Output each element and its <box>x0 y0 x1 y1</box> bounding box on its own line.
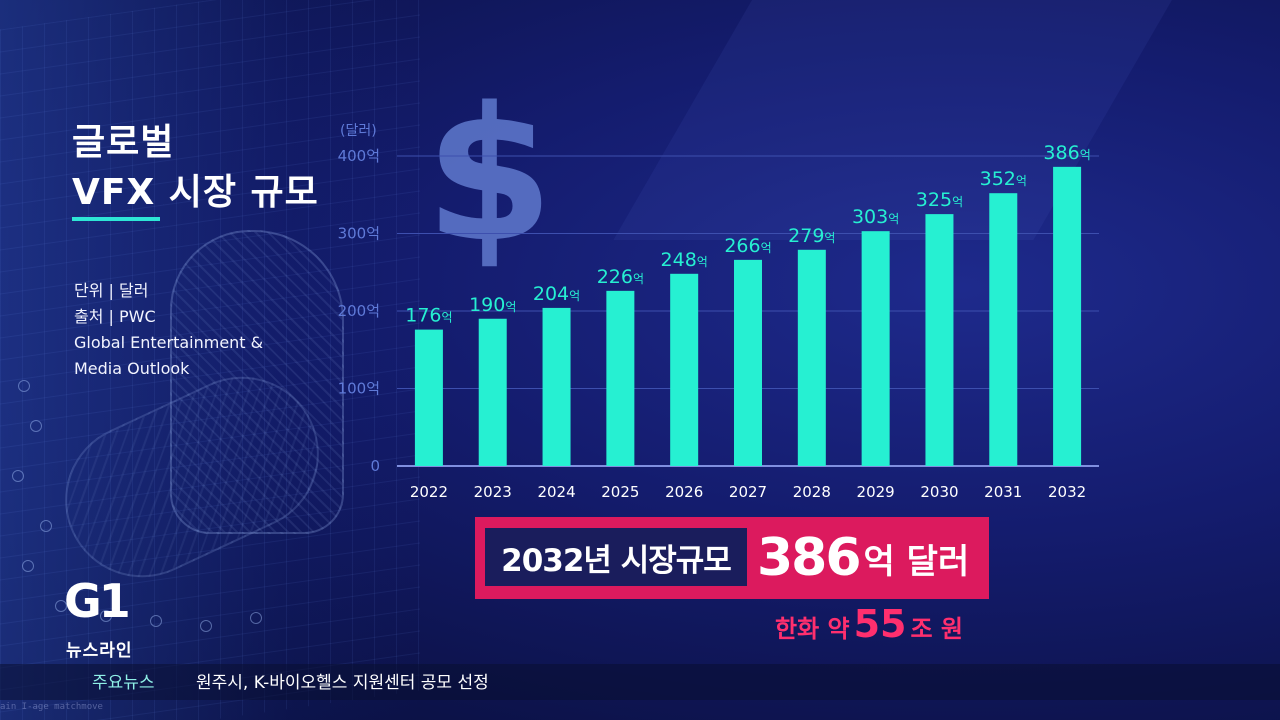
bar-2026 <box>670 273 699 466</box>
bar-2029 <box>861 231 890 466</box>
data-label-2025: 226억 <box>597 266 644 288</box>
x-tick-label: 2022 <box>410 483 448 501</box>
y-tick-label: 300억 <box>338 225 380 243</box>
y-tick-label: 0 <box>370 457 380 475</box>
bar-2022 <box>414 329 443 466</box>
x-tick-label: 2030 <box>920 483 958 501</box>
x-tick-label: 2026 <box>665 483 703 501</box>
data-label-2026: 248억 <box>661 249 708 271</box>
x-tick-label: 2029 <box>857 483 895 501</box>
y-axis-label: (달러) <box>340 123 377 139</box>
x-tick-label: 2023 <box>474 483 512 501</box>
dollar-icon: $ <box>425 67 554 283</box>
bar-2023 <box>478 318 507 466</box>
bar-2030 <box>925 214 954 466</box>
ticker-headline: 원주시, K-바이오헬스 지원센터 공모 선정 <box>196 673 489 693</box>
data-label-2029: 303억 <box>852 206 899 228</box>
data-label-2028: 279억 <box>788 225 835 247</box>
banner-value: 386 억 달러 <box>757 522 985 594</box>
y-tick-label: 200억 <box>338 302 380 320</box>
banner-label: 2032년 시장규모 <box>485 528 747 586</box>
source-label: 출처 | PWC <box>74 307 156 326</box>
data-label-2024: 204억 <box>533 283 580 305</box>
krw-value: 55 <box>853 602 907 646</box>
background-image <box>0 0 420 720</box>
news-ticker <box>0 664 1280 700</box>
channel-logo: G1 <box>64 574 131 628</box>
y-tick-label: 400억 <box>338 147 380 165</box>
program-name: 뉴스라인 <box>66 641 133 661</box>
data-label-2022: 176억 <box>405 305 452 327</box>
bar-2027 <box>734 259 762 466</box>
x-tick-label: 2025 <box>601 483 639 501</box>
x-tick-label: 2031 <box>984 483 1022 501</box>
title-underline <box>72 217 160 221</box>
data-label-2030: 325억 <box>916 189 963 211</box>
title-line-2: VFX 시장 규모 <box>72 172 319 213</box>
krw-prefix: 한화 약 <box>775 615 850 643</box>
ticker-label: 주요뉴스 <box>92 673 155 693</box>
page-title: 글로벌 VFX 시장 규모 <box>72 118 319 218</box>
x-tick-label: 2032 <box>1048 483 1086 501</box>
data-label-2031: 352억 <box>980 168 1027 190</box>
x-tick-label: 2027 <box>729 483 767 501</box>
chart-meta: 단위 | 달러 출처 | PWC Global Entertainment & … <box>74 278 263 382</box>
banner-number: 386 <box>757 528 862 588</box>
x-tick-label: 2028 <box>793 483 831 501</box>
data-label-2023: 190억 <box>469 294 516 316</box>
bar-2024 <box>542 307 571 466</box>
x-tick-label: 2024 <box>537 483 575 501</box>
title-line-1: 글로벌 <box>72 122 175 163</box>
data-label-2027: 266억 <box>724 235 771 257</box>
bar-chart: (달러) 0 100억 200억 300억 400억 2022 176억 2023 190억 202… <box>338 123 1099 501</box>
unit-label: 단위 | 달러 <box>74 281 149 300</box>
source-detail-2: Media Outlook <box>74 359 190 378</box>
watermark: ain I-age matchmove <box>0 702 103 712</box>
bar-2025 <box>606 290 635 466</box>
bar-2028 <box>797 249 826 466</box>
bar-2032 <box>1053 166 1082 466</box>
banner-unit: 억 달러 <box>863 541 970 582</box>
krw-conversion: 한화 약 55 조 원 <box>775 602 963 646</box>
data-label-2032: 386억 <box>1043 142 1090 164</box>
y-tick-label: 100억 <box>338 380 380 398</box>
krw-suffix: 조 원 <box>910 615 964 643</box>
bar-2031 <box>989 193 1018 466</box>
source-detail: Global Entertainment & <box>74 333 264 352</box>
